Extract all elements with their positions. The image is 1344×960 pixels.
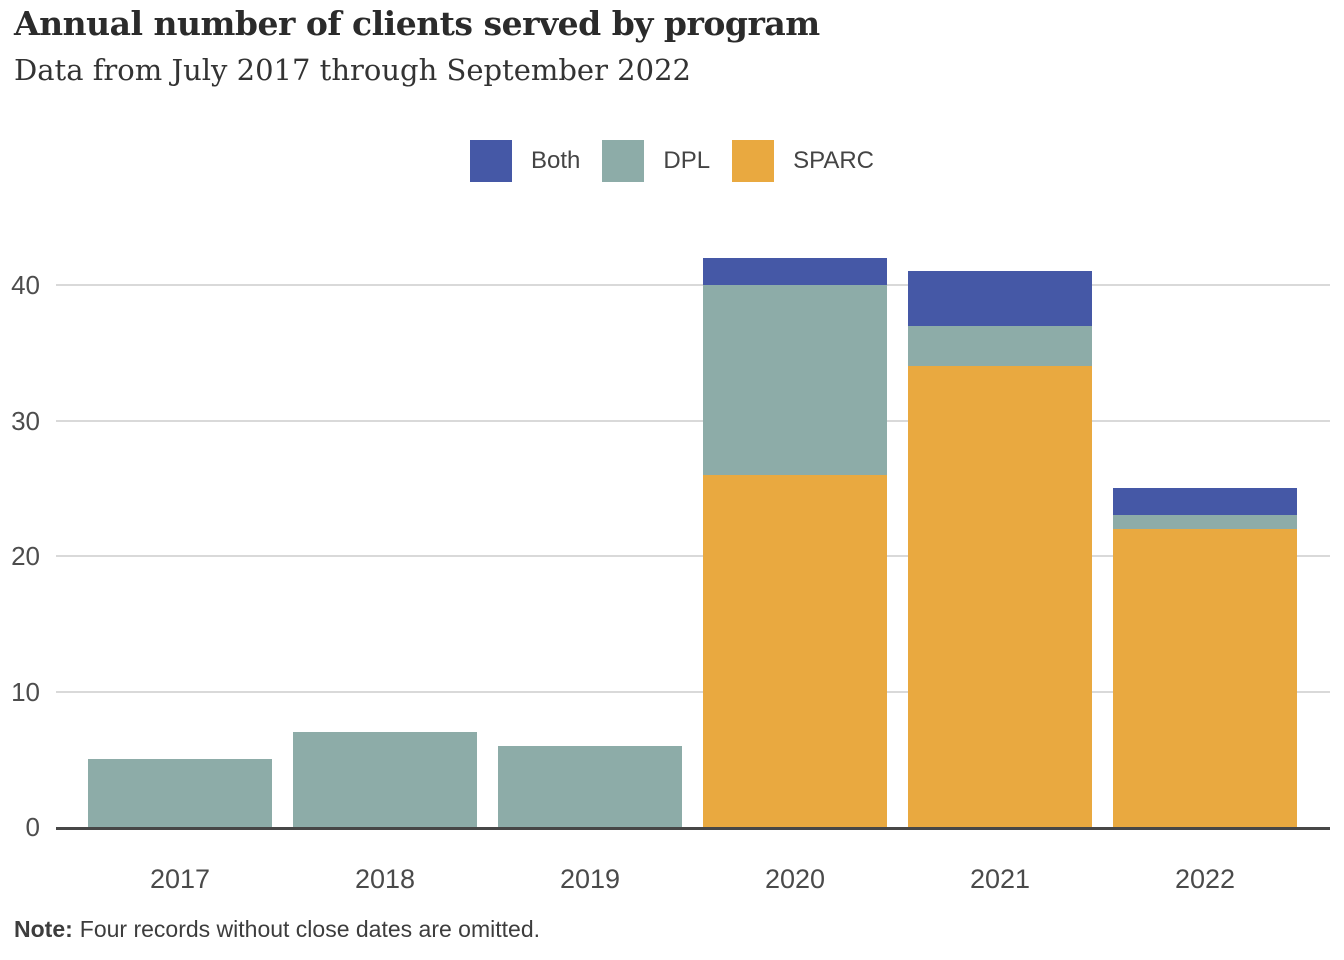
gridline-y40 <box>56 284 1330 286</box>
footnote-label: Note: <box>14 916 73 942</box>
bar-segment-both-2022 <box>1113 488 1297 516</box>
chart-title: Annual number of clients served by progr… <box>14 4 820 43</box>
legend-label-sparc: SPARC <box>793 147 874 174</box>
y-tick-label-30: 30 <box>11 405 40 436</box>
legend-swatch-sparc <box>732 140 775 182</box>
gridline-y10 <box>56 690 1330 693</box>
legend-swatch-both <box>470 140 513 182</box>
x-tick-label-2019: 2019 <box>559 864 621 894</box>
x-tick-label-2018: 2018 <box>354 864 416 894</box>
bar-segment-both-2020 <box>703 257 887 285</box>
y-tick-label-0: 0 <box>25 812 40 842</box>
x-tick-label-2022: 2022 <box>1174 864 1236 894</box>
bar-segment-sparc-2022 <box>1113 528 1297 827</box>
bar-segment-dpl-2018 <box>293 732 477 827</box>
legend-label-both: Both <box>531 147 581 174</box>
footnote-text: Four records without close dates are omi… <box>79 916 540 942</box>
legend-label-dpl: DPL <box>663 147 711 174</box>
y-tick-label-20: 20 <box>11 541 40 571</box>
gridline-y30 <box>56 419 1330 422</box>
x-tick-label-2021: 2021 <box>969 864 1031 894</box>
footnote: Note: Four records without close dates ar… <box>14 913 540 945</box>
gridline-y20 <box>56 555 1330 557</box>
legend: Both DPL SPARC <box>0 140 1344 182</box>
x-tick-label-2017: 2017 <box>149 864 211 894</box>
legend-swatch-dpl <box>602 140 645 182</box>
bar-segment-dpl-2017 <box>88 759 272 827</box>
bar-segment-dpl-2020 <box>703 285 887 475</box>
bar-segment-sparc-2021 <box>908 366 1092 827</box>
bar-segment-both-2021 <box>908 271 1092 326</box>
legend-item-dpl: DPL <box>602 140 710 182</box>
legend-item-both: Both <box>470 140 580 182</box>
chart-subtitle: Data from July 2017 through September 20… <box>14 53 691 87</box>
y-tick-label-10: 10 <box>11 676 40 707</box>
x-tick-label-2020: 2020 <box>764 864 826 894</box>
y-tick-label-40: 40 <box>11 270 40 300</box>
x-axis-line <box>56 827 1330 830</box>
bar-segment-dpl-2022 <box>1113 515 1297 529</box>
legend-item-sparc: SPARC <box>732 140 874 182</box>
bar-segment-sparc-2020 <box>703 474 887 827</box>
bar-segment-dpl-2019 <box>498 745 682 827</box>
bar-segment-dpl-2021 <box>908 325 1092 367</box>
